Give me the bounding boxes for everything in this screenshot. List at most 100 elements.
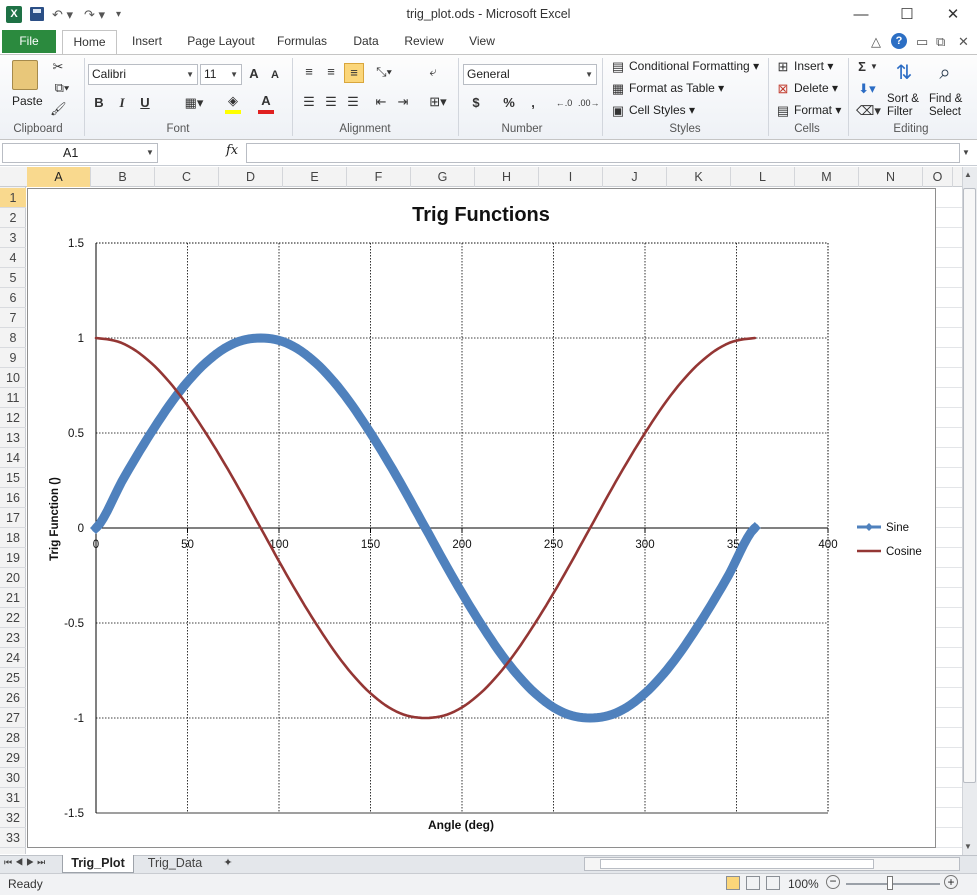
row-header-20[interactable]: 20 xyxy=(0,568,26,588)
collapse-ribbon-icon[interactable]: △ xyxy=(871,34,881,49)
font-size-dropdown[interactable]: 11 ▼ xyxy=(200,64,242,85)
row-header-19[interactable]: 19 xyxy=(0,548,26,568)
column-header-h[interactable]: H xyxy=(475,167,539,187)
expand-formula-bar-icon[interactable]: ▼ xyxy=(962,148,970,157)
copy-icon[interactable]: ⧉▾ xyxy=(54,80,70,95)
tab-data[interactable]: Data xyxy=(353,34,379,48)
shrink-font-icon[interactable]: A xyxy=(271,69,279,81)
insert-cells-button[interactable]: Insert ▾ xyxy=(794,59,834,73)
comma-button[interactable]: , xyxy=(531,95,535,110)
align-right-icon[interactable]: ☰ xyxy=(347,94,359,109)
tab-insert[interactable]: Insert xyxy=(131,34,162,48)
find-select-label-1[interactable]: Find & xyxy=(929,93,963,105)
row-header-3[interactable]: 3 xyxy=(0,228,26,248)
name-box-chevron-icon[interactable]: ▼ xyxy=(146,148,154,157)
sheet-tab-trig-plot[interactable]: Trig_Plot xyxy=(62,855,134,873)
increase-indent-icon[interactable]: ⇥ xyxy=(397,94,409,109)
sheet-nav-icon[interactable]: ⏮◀▶⏭ xyxy=(4,857,49,867)
scroll-up-icon[interactable]: ▲ xyxy=(964,170,972,179)
grow-font-icon[interactable]: A xyxy=(249,66,259,81)
decrease-indent-icon[interactable]: ⇤ xyxy=(375,94,387,109)
row-header-33[interactable]: 33 xyxy=(0,828,26,848)
new-sheet-icon[interactable]: ✦ xyxy=(223,857,233,869)
percent-button[interactable]: % xyxy=(503,95,515,110)
cell-styles-icon[interactable]: ▣ xyxy=(611,103,625,118)
align-top-icon[interactable]: ≡ xyxy=(305,64,313,79)
sort-filter-label-1[interactable]: Sort & xyxy=(887,93,919,105)
column-header-k[interactable]: K xyxy=(667,167,731,187)
row-header-14[interactable]: 14 xyxy=(0,448,26,468)
underline-button[interactable]: U xyxy=(140,95,150,110)
decrease-decimal-icon[interactable]: .00→ xyxy=(578,98,600,108)
row-header-18[interactable]: 18 xyxy=(0,528,26,548)
fill-icon[interactable]: ⬇▾ xyxy=(858,81,876,96)
redo-icon[interactable]: ↷ ▾ xyxy=(84,7,106,22)
insert-function-button[interactable]: fx xyxy=(226,143,239,158)
find-select-label-2[interactable]: Select xyxy=(929,106,961,118)
wrap-text-icon[interactable]: ⤶ xyxy=(429,64,437,79)
workbook-restore-icon[interactable]: ⧉ xyxy=(936,34,946,49)
close-button[interactable]: ✕ xyxy=(946,6,960,23)
tab-review[interactable]: Review xyxy=(404,34,444,48)
row-header-25[interactable]: 25 xyxy=(0,668,26,688)
row-header-13[interactable]: 13 xyxy=(0,428,26,448)
row-header-9[interactable]: 9 xyxy=(0,348,26,368)
row-header-4[interactable]: 4 xyxy=(0,248,26,268)
tab-home[interactable]: Home xyxy=(62,30,117,55)
row-header-15[interactable]: 15 xyxy=(0,468,26,488)
row-header-11[interactable]: 11 xyxy=(0,388,26,408)
row-header-26[interactable]: 26 xyxy=(0,688,26,708)
page-layout-view-icon[interactable] xyxy=(746,876,760,890)
row-header-24[interactable]: 24 xyxy=(0,648,26,668)
row-header-6[interactable]: 6 xyxy=(0,288,26,308)
format-cells-button[interactable]: Format ▾ xyxy=(794,103,842,117)
align-bottom-icon[interactable]: ≡ xyxy=(344,63,364,83)
cut-icon[interactable]: ✂ xyxy=(52,59,64,74)
bold-button[interactable]: B xyxy=(94,95,104,110)
merge-center-icon[interactable]: ⊞▾ xyxy=(429,94,447,109)
format-as-table-icon[interactable]: ▦ xyxy=(611,81,625,96)
minimize-button[interactable]: — xyxy=(853,6,869,23)
zoom-out-icon[interactable]: − xyxy=(826,875,840,889)
normal-view-icon[interactable] xyxy=(726,876,740,890)
row-header-30[interactable]: 30 xyxy=(0,768,26,788)
undo-icon[interactable]: ↶ ▾ xyxy=(52,7,74,22)
column-header-c[interactable]: C xyxy=(155,167,219,187)
column-header-m[interactable]: M xyxy=(795,167,859,187)
row-header-10[interactable]: 10 xyxy=(0,368,26,388)
tab-page-layout[interactable]: Page Layout xyxy=(187,34,255,48)
row-header-5[interactable]: 5 xyxy=(0,268,26,288)
column-header-e[interactable]: E xyxy=(283,167,347,187)
row-header-21[interactable]: 21 xyxy=(0,588,26,608)
clear-icon[interactable]: ⌫▾ xyxy=(856,103,881,118)
zoom-level[interactable]: 100% xyxy=(788,877,819,891)
fill-color-icon[interactable]: ◈ xyxy=(225,92,241,114)
horizontal-scroll-thumb[interactable] xyxy=(600,859,874,869)
row-header-32[interactable]: 32 xyxy=(0,808,26,828)
tab-view[interactable]: View xyxy=(469,34,495,48)
page-break-view-icon[interactable] xyxy=(766,876,780,890)
format-painter-icon[interactable]: 🖌 xyxy=(50,101,67,116)
row-header-22[interactable]: 22 xyxy=(0,608,26,628)
row-header-17[interactable]: 17 xyxy=(0,508,26,528)
column-header-i[interactable]: I xyxy=(539,167,603,187)
row-header-8[interactable]: 8 xyxy=(0,328,26,348)
row-header-23[interactable]: 23 xyxy=(0,628,26,648)
format-as-table-button[interactable]: Format as Table ▾ xyxy=(629,81,725,95)
autosum-button[interactable]: Σ xyxy=(858,59,866,74)
sheet-tab-trig-data[interactable]: Trig_Data xyxy=(147,856,203,870)
align-middle-icon[interactable]: ≡ xyxy=(327,64,335,79)
chevron-down-icon[interactable]: ▼ xyxy=(870,62,878,71)
orientation-icon[interactable]: ⤡▾ xyxy=(376,64,392,79)
delete-cells-button[interactable]: Delete ▾ xyxy=(794,81,839,95)
align-left-icon[interactable]: ☰ xyxy=(303,94,315,109)
number-format-dropdown[interactable]: General ▼ xyxy=(463,64,597,85)
sort-filter-label-2[interactable]: Filter xyxy=(887,106,913,118)
column-header-l[interactable]: L xyxy=(731,167,795,187)
sort-filter-icon[interactable]: ⇅ xyxy=(895,62,913,84)
formula-input[interactable] xyxy=(246,143,960,163)
column-header-a[interactable]: A xyxy=(27,167,91,187)
tab-file[interactable]: File xyxy=(2,30,56,53)
zoom-slider-knob[interactable] xyxy=(887,876,893,890)
name-box[interactable]: A1 xyxy=(2,143,158,163)
